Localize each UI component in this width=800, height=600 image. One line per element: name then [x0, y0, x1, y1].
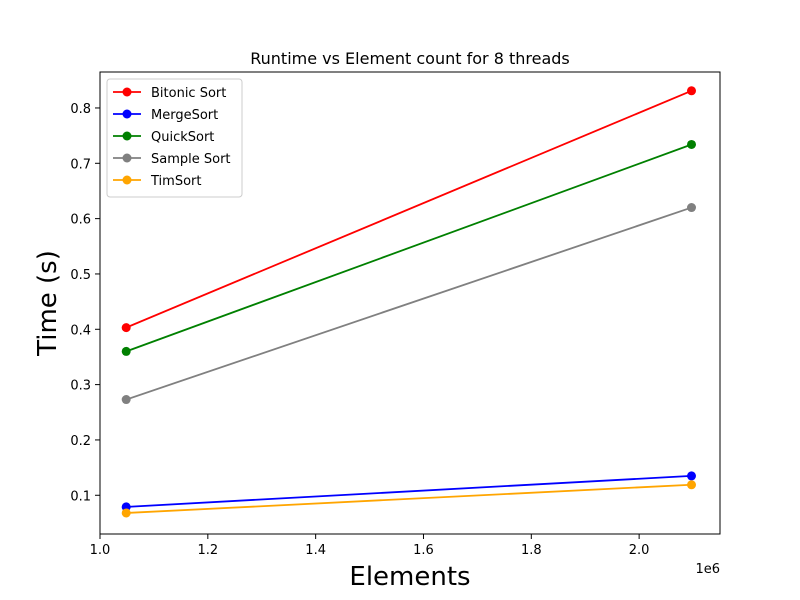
x-tick-label: 1.4: [305, 543, 326, 558]
y-tick-label: 0.6: [70, 213, 91, 228]
legend-frame: [106, 78, 243, 198]
y-tick-label: 0.3: [70, 379, 91, 394]
legend-item: QuickSort: [113, 130, 214, 145]
series: [121, 480, 697, 518]
y-tick-label: 0.2: [70, 434, 91, 449]
y-tick-label: 0.7: [70, 157, 91, 172]
x-tick-label: 1.2: [197, 543, 218, 558]
y-axis-title: Time (s): [33, 250, 63, 357]
data-point: [687, 139, 697, 149]
legend-label: Sample Sort: [151, 152, 231, 167]
chart-title: Runtime vs Element count for 8 threads: [250, 49, 570, 68]
x-tick-label: 1.8: [521, 543, 542, 558]
y-tick-label: 0.8: [70, 102, 91, 117]
legend-label: MergeSort: [151, 108, 218, 123]
legend-item: Sample Sort: [113, 152, 231, 167]
legend-item: TimSort: [113, 174, 201, 189]
data-point: [687, 86, 697, 96]
series-line: [125, 89, 692, 329]
legend-label: Bitonic Sort: [151, 86, 226, 101]
data-point: [121, 395, 131, 405]
legend-item: Bitonic Sort: [113, 86, 226, 101]
legend-marker: [122, 153, 132, 163]
data-point: [121, 508, 131, 518]
axes-layer: 1.0 1.2 1.4 1.6 1.8 2.0 0.1 0.2 0.3 0.4 0.5 0.6 0.7 0…: [70, 71, 721, 558]
legend-label: QuickSort: [151, 130, 214, 145]
legend-item: MergeSort: [113, 108, 218, 123]
legend-marker: [122, 109, 132, 119]
legend-marker: [122, 87, 132, 97]
y-tick-label: 0.4: [70, 323, 91, 338]
data-point: [121, 323, 131, 333]
series-line: [126, 483, 692, 514]
series: [121, 471, 697, 512]
x-tick-label: 1.6: [413, 543, 434, 558]
x-axis-title: Elements: [349, 562, 470, 592]
series-line: [126, 475, 692, 508]
x-axis-offset-label: 1e6: [695, 562, 720, 577]
y-tick-label: 0.5: [70, 268, 91, 283]
series: [121, 203, 697, 405]
legend-marker: [122, 131, 132, 141]
legend: Bitonic Sort MergeSort QuickSort Sample Sor…: [106, 78, 243, 198]
data-point: [687, 480, 697, 490]
series-line: [125, 143, 692, 353]
x-tick-label: 2.0: [629, 543, 650, 558]
legend-marker: [122, 175, 132, 185]
series: [121, 139, 697, 356]
y-tick-label: 0.1: [70, 489, 91, 504]
plot-frame: [99, 71, 721, 535]
x-tick-label: 1.0: [90, 543, 111, 558]
data-point: [121, 346, 131, 356]
data-point: [687, 471, 697, 481]
series-line: [125, 206, 692, 401]
series-layer: [121, 86, 697, 518]
legend-label: TimSort: [150, 174, 201, 189]
series: [121, 86, 697, 333]
data-point: [687, 203, 697, 213]
